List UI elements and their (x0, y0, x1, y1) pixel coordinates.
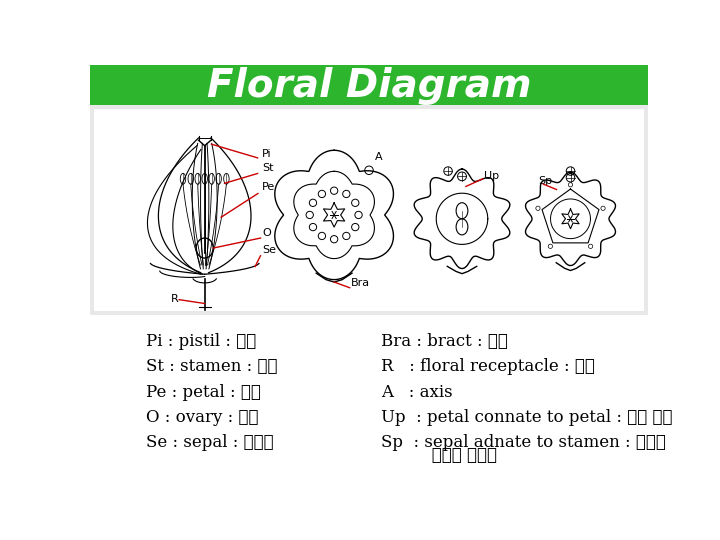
Text: Sp: Sp (538, 176, 552, 186)
Polygon shape (294, 171, 374, 259)
Text: Bra: Bra (351, 278, 370, 288)
Text: Up: Up (484, 171, 499, 181)
Text: 인접한 꽃받침: 인접한 꽃받침 (395, 447, 497, 464)
Text: Pi : pistil : 암술: Pi : pistil : 암술 (145, 333, 256, 350)
Text: Se : sepal : 꽃받침: Se : sepal : 꽃받침 (145, 434, 274, 451)
Bar (90, 105, 648, 315)
Polygon shape (526, 172, 616, 266)
Bar (94, 109, 644, 311)
Text: Pe : petal : 꽃잎: Pe : petal : 꽃잎 (145, 383, 261, 401)
Text: Floral Diagram: Floral Diagram (207, 66, 531, 105)
Polygon shape (414, 169, 510, 268)
Text: O: O (262, 228, 271, 238)
Polygon shape (551, 199, 590, 239)
Text: R   : floral receptacle : 꽃턱: R : floral receptacle : 꽃턱 (381, 358, 595, 375)
Polygon shape (275, 150, 393, 280)
Text: A: A (374, 152, 382, 161)
Text: A   : axis: A : axis (381, 383, 452, 401)
Text: Pe: Pe (262, 183, 275, 192)
Polygon shape (323, 203, 345, 227)
Text: Up  : petal connate to petal : 합착 꽃잎: Up : petal connate to petal : 합착 꽃잎 (381, 409, 672, 426)
Text: Se: Se (262, 246, 276, 255)
Text: Bra : bract : 포엽: Bra : bract : 포엽 (381, 333, 508, 350)
Bar (90, 65, 648, 105)
Text: O : ovary : 씨방: O : ovary : 씨방 (145, 409, 258, 426)
Text: St : stamen : 수술: St : stamen : 수술 (145, 358, 277, 375)
Text: R: R (171, 294, 179, 304)
Polygon shape (562, 209, 579, 229)
Text: Pi: Pi (262, 149, 271, 159)
Polygon shape (436, 193, 487, 245)
Text: Sp  : sepal adnate to stamen : 수술에: Sp : sepal adnate to stamen : 수술에 (381, 434, 665, 451)
Text: St: St (262, 163, 274, 173)
